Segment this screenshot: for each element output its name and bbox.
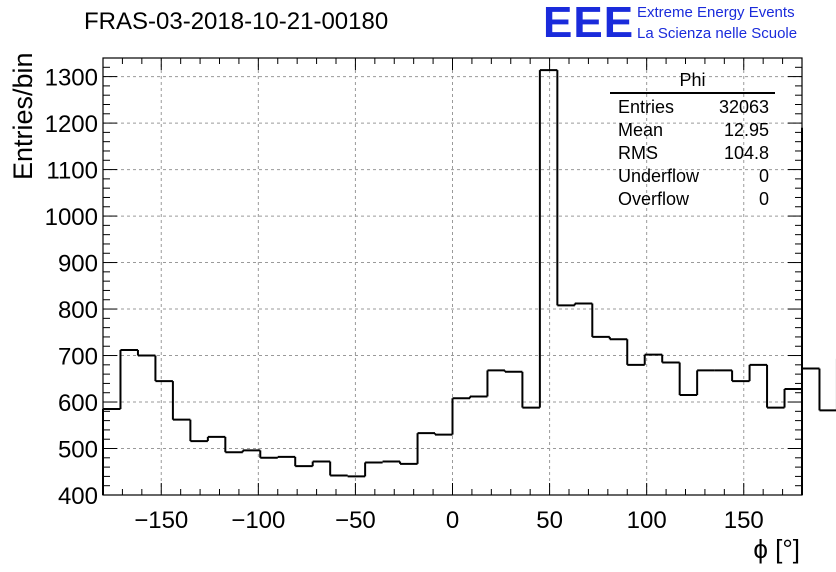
y-tick-label: 1300 <box>45 65 98 92</box>
stats-title: Phi <box>610 70 775 94</box>
y-tick-label: 1000 <box>45 204 98 231</box>
logo-line-1: Extreme Energy Events <box>637 4 795 21</box>
y-tick-label: 800 <box>58 297 98 324</box>
stats-row: Mean 12.95 <box>610 119 775 142</box>
x-tick-label: −100 <box>231 507 285 534</box>
x-tick-label: −50 <box>335 507 376 534</box>
stats-label: Overflow <box>618 189 690 209</box>
stats-box: Phi Entries 32063 Mean 12.95 RMS 104.8 Unde… <box>610 70 775 211</box>
x-tick-label: −150 <box>134 507 188 534</box>
x-tick-label: 50 <box>536 507 563 534</box>
y-tick-label: 700 <box>58 344 98 371</box>
stats-row: Overflow 0 <box>610 188 775 211</box>
stats-value: 0 <box>758 189 769 209</box>
x-tick-label: 0 <box>446 507 459 534</box>
x-axis-label: ϕ [°] <box>753 534 800 564</box>
x-tick-label: 100 <box>627 507 667 534</box>
stats-label: Underflow <box>618 166 700 186</box>
x-tick-label: 150 <box>724 507 764 534</box>
eee-logo: EEE <box>543 0 635 47</box>
stats-row: Entries 32063 <box>610 96 775 119</box>
y-tick-label: 600 <box>58 390 98 417</box>
stats-value: 0 <box>758 166 769 186</box>
stats-value: 32063 <box>718 97 769 117</box>
stats-label: Entries <box>618 97 675 117</box>
stats-row: RMS 104.8 <box>610 142 775 165</box>
stats-row: Underflow 0 <box>610 165 775 188</box>
stats-label: RMS <box>618 143 658 163</box>
y-axis-label: Entries/bin <box>8 52 38 180</box>
stats-value: 12.95 <box>723 120 769 140</box>
stats-value: 104.8 <box>723 143 769 163</box>
stats-label: Mean <box>618 120 664 140</box>
y-tick-label: 500 <box>58 437 98 464</box>
logo-line-2: La Scienza nelle Scuole <box>637 25 798 42</box>
y-tick-label: 900 <box>58 251 98 278</box>
y-tick-label: 1100 <box>46 158 98 185</box>
y-tick-label: 1200 <box>45 111 98 138</box>
plot-title: FRAS-03-2018-10-21-00180 <box>84 8 389 35</box>
y-tick-label: 400 <box>58 483 98 510</box>
